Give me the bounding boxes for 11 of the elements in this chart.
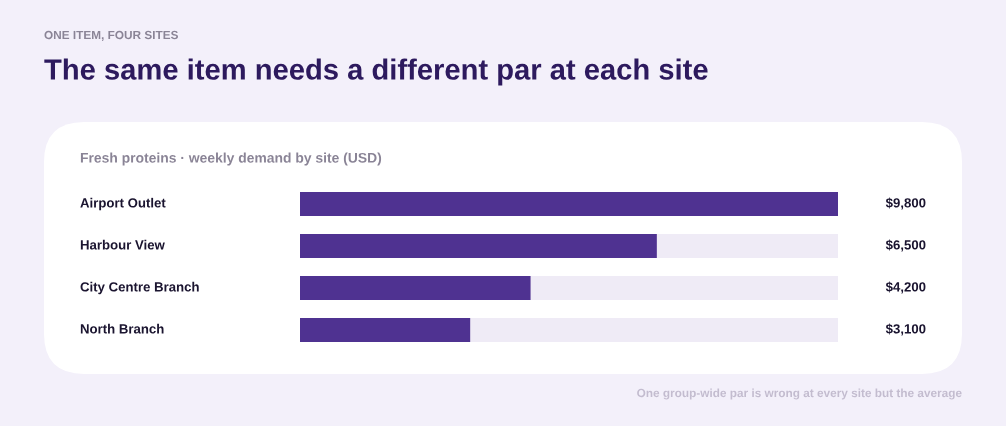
data-label: $4,200 [885, 281, 926, 294]
data-label: $9,800 [885, 197, 926, 210]
y-tick-label: Airport Outlet [80, 197, 166, 211]
text: Fresh proteins · weekly demand by site (USD) [80, 152, 382, 166]
y-tick-label: Harbour View [80, 239, 165, 250]
text: ONE ITEM, FOUR SITES [44, 30, 178, 41]
chart-title: The same item needs a different par at each site [44, 58, 708, 86]
data-label: $3,100 [885, 323, 926, 336]
y-tick-label: North Branch [80, 323, 164, 334]
y-tick-label: City Centre Branch [80, 281, 199, 295]
data-label: $6,500 [885, 239, 926, 252]
